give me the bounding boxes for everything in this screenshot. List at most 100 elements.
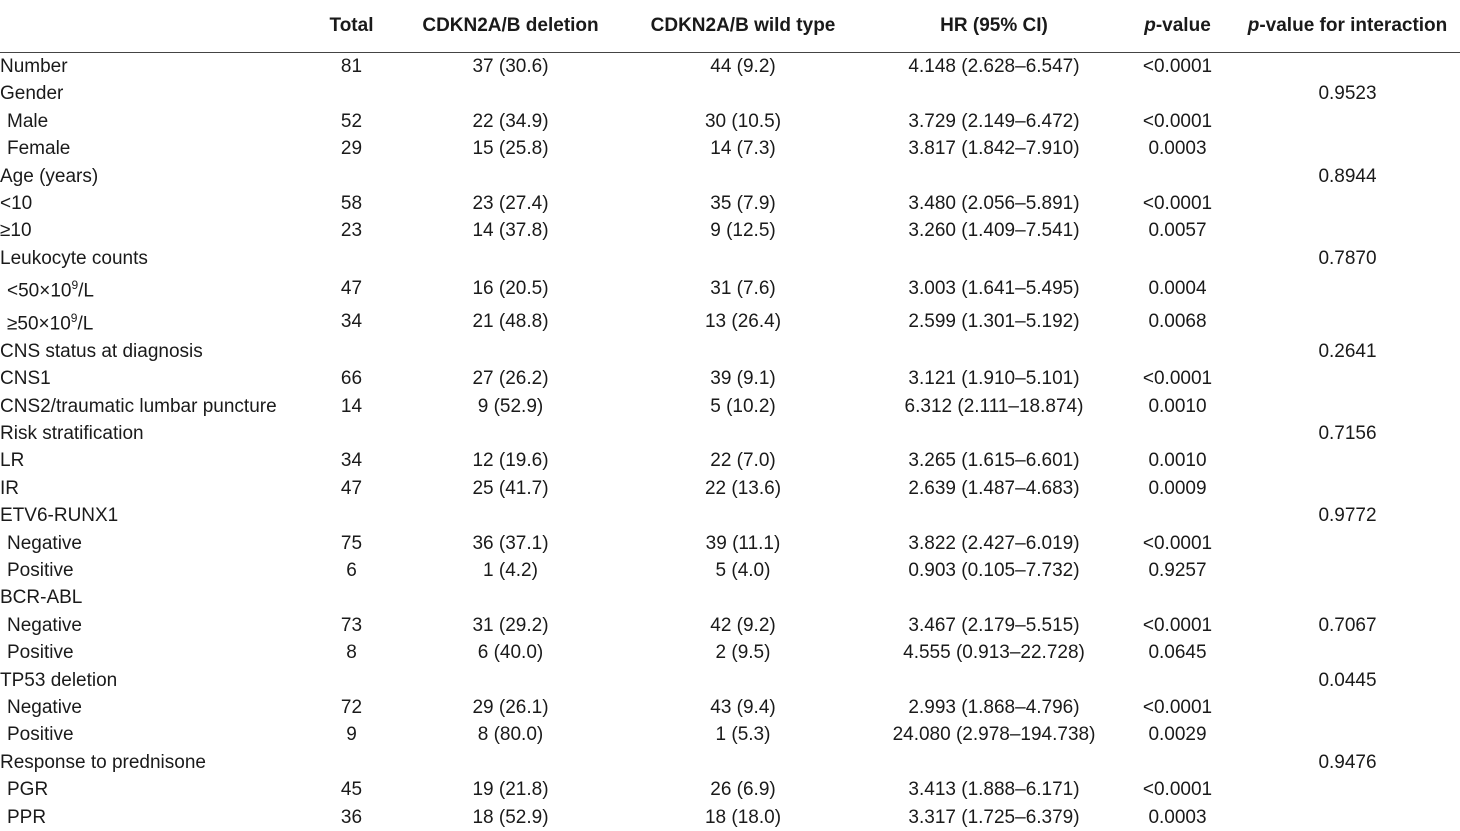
cell-p-interaction — [1235, 721, 1460, 748]
cell-p-value — [1120, 163, 1235, 190]
header-p-interaction: p-value for interaction — [1235, 0, 1460, 53]
cell-wild-type: 22 (13.6) — [618, 475, 868, 502]
row-label-text: Positive — [7, 642, 74, 663]
cell-p-interaction — [1235, 639, 1460, 666]
cell-wild-type: 31 (7.6) — [618, 272, 868, 305]
cell-p-interaction — [1235, 804, 1460, 831]
row-label: <50×109/L — [0, 272, 300, 305]
cell-p-interaction — [1235, 584, 1460, 611]
cell-p-value — [1120, 749, 1235, 776]
table-row: Leukocyte counts 0.7870 — [0, 245, 1460, 272]
cell-wild-type — [618, 420, 868, 447]
cell-p-value: <0.0001 — [1120, 53, 1235, 81]
cell-deletion: 37 (30.6) — [403, 53, 618, 81]
header-pinter-rest: -value for interaction — [1259, 15, 1447, 36]
row-label: Negative — [0, 530, 300, 557]
row-label-suffix: /L — [77, 313, 93, 334]
row-label-text: TP53 deletion — [0, 670, 117, 691]
row-label-text: ≥10 — [0, 220, 32, 241]
cell-p-value: 0.0004 — [1120, 272, 1235, 305]
header-p-rest: -value — [1156, 15, 1211, 36]
cell-p-interaction — [1235, 475, 1460, 502]
row-label-text: Female — [7, 138, 70, 159]
cell-total: 45 — [300, 776, 403, 803]
header-pinter-italic: p — [1248, 15, 1260, 36]
cell-total — [300, 420, 403, 447]
cell-wild-type: 14 (7.3) — [618, 135, 868, 162]
cell-hr: 3.265 (1.615–6.601) — [868, 447, 1120, 474]
cell-hr — [868, 163, 1120, 190]
cell-total — [300, 163, 403, 190]
header-label — [0, 0, 300, 53]
cell-hr: 2.599 (1.301–5.192) — [868, 305, 1120, 338]
cell-hr: 3.467 (2.179–5.515) — [868, 612, 1120, 639]
row-label-text: CNS2/traumatic lumbar puncture — [0, 396, 277, 417]
cell-total — [300, 80, 403, 107]
cell-deletion: 8 (80.0) — [403, 721, 618, 748]
cell-p-interaction — [1235, 53, 1460, 81]
row-label: ≥50×109/L — [0, 305, 300, 338]
cell-hr: 3.822 (2.427–6.019) — [868, 530, 1120, 557]
cell-wild-type: 42 (9.2) — [618, 612, 868, 639]
cell-p-value: <0.0001 — [1120, 694, 1235, 721]
row-label: PGR — [0, 776, 300, 803]
cell-hr: 24.080 (2.978–194.738) — [868, 721, 1120, 748]
cell-total: 34 — [300, 305, 403, 338]
row-label: Leukocyte counts — [0, 245, 300, 272]
cell-total: 9 — [300, 721, 403, 748]
cell-deletion: 19 (21.8) — [403, 776, 618, 803]
cell-p-value: 0.9257 — [1120, 557, 1235, 584]
cell-total — [300, 338, 403, 365]
cell-p-interaction — [1235, 190, 1460, 217]
cell-hr — [868, 749, 1120, 776]
cell-deletion: 31 (29.2) — [403, 612, 618, 639]
cell-deletion — [403, 749, 618, 776]
cell-wild-type: 39 (9.1) — [618, 365, 868, 392]
cell-wild-type — [618, 667, 868, 694]
table-row: Age (years)0.8944 — [0, 163, 1460, 190]
cell-p-value: <0.0001 — [1120, 365, 1235, 392]
cell-total — [300, 502, 403, 529]
cell-wild-type: 9 (12.5) — [618, 217, 868, 244]
row-label-text: Male — [7, 111, 48, 132]
row-label: CNS1 — [0, 365, 300, 392]
cell-p-interaction: 0.7067 — [1235, 612, 1460, 639]
cell-hr: 4.555 (0.913–22.728) — [868, 639, 1120, 666]
cell-p-value: 0.0003 — [1120, 804, 1235, 831]
cell-total: 75 — [300, 530, 403, 557]
cell-deletion — [403, 667, 618, 694]
cell-p-value: 0.0068 — [1120, 305, 1235, 338]
cell-hr: 2.993 (1.868–4.796) — [868, 694, 1120, 721]
row-label-text: ETV6-RUNX1 — [0, 505, 118, 526]
cell-hr: 3.413 (1.888–6.171) — [868, 776, 1120, 803]
row-label-text: ≥50×10 — [7, 313, 71, 334]
row-label: CNS status at diagnosis — [0, 338, 300, 365]
cell-p-value: <0.0001 — [1120, 530, 1235, 557]
row-label: Response to prednisone — [0, 749, 300, 776]
cell-deletion: 22 (34.9) — [403, 108, 618, 135]
cell-hr: 6.312 (2.111–18.874) — [868, 393, 1120, 420]
cell-total: 52 — [300, 108, 403, 135]
row-label: ETV6-RUNX1 — [0, 502, 300, 529]
row-label-text: Negative — [7, 533, 82, 554]
header-deletion: CDKN2A/B deletion — [403, 0, 618, 53]
cell-wild-type: 22 (7.0) — [618, 447, 868, 474]
row-label-text: BCR-ABL — [0, 587, 82, 608]
cell-p-value — [1120, 245, 1235, 272]
cell-total: 72 — [300, 694, 403, 721]
row-label: BCR-ABL — [0, 584, 300, 611]
cell-wild-type: 2 (9.5) — [618, 639, 868, 666]
cell-deletion: 29 (26.1) — [403, 694, 618, 721]
header-p-value: p-value — [1120, 0, 1235, 53]
cell-p-interaction: 0.7870 — [1235, 245, 1460, 272]
cell-p-interaction — [1235, 305, 1460, 338]
